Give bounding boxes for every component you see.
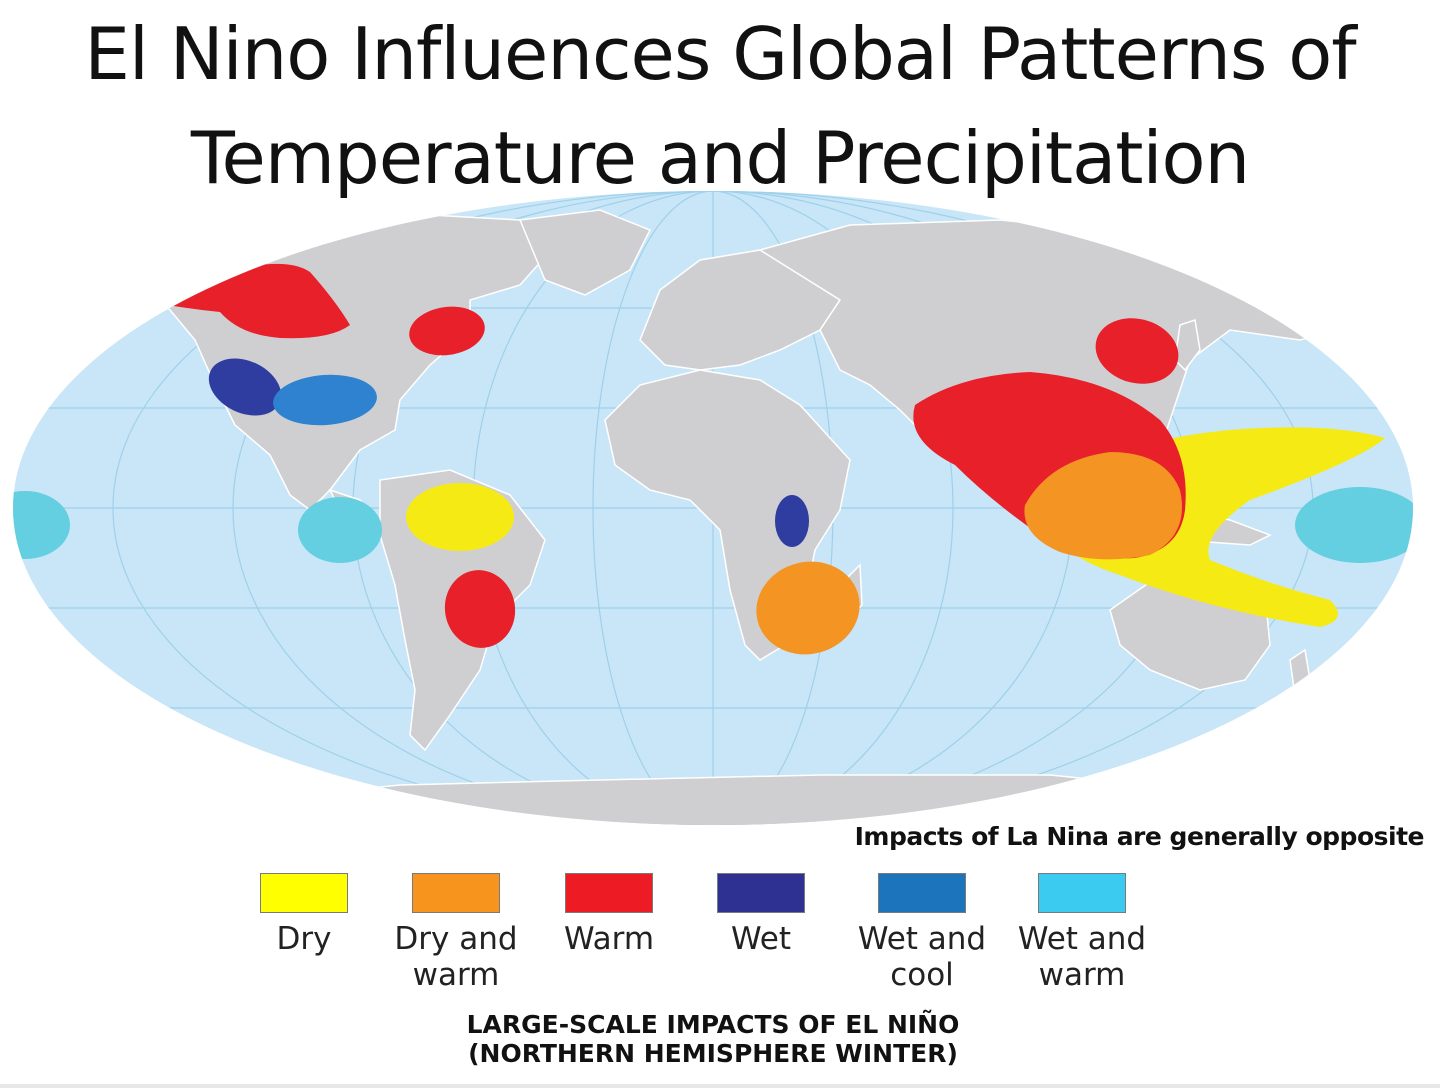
region-central-pacific-east bbox=[1295, 487, 1413, 563]
la-nina-note: Impacts of La Nina are generally opposit… bbox=[854, 822, 1425, 851]
region-southeastern-south-america bbox=[444, 570, 516, 648]
greenland bbox=[518, 209, 652, 296]
region-northeast-north-america bbox=[409, 306, 485, 356]
legend-item-wet: Wet bbox=[686, 873, 836, 957]
legend-label-wet-and-cool: Wet and cool bbox=[857, 921, 987, 993]
caption-line-1: LARGE-SCALE IMPACTS OF EL NIÑO bbox=[466, 1010, 960, 1039]
legend-label-warm: Warm bbox=[563, 921, 655, 957]
legend-item-dry: Dry bbox=[229, 873, 379, 957]
legend-label-wet: Wet bbox=[730, 921, 792, 957]
region-central-pacific-west bbox=[13, 491, 70, 559]
region-western-us bbox=[208, 358, 282, 416]
legend-label-dry: Dry bbox=[276, 921, 332, 957]
legend-item-dry-and-warm: Dry and warm bbox=[381, 873, 531, 993]
legend-swatch-wet bbox=[717, 873, 805, 913]
region-japan-korea bbox=[1095, 318, 1179, 384]
region-indonesia bbox=[1024, 452, 1182, 560]
region-southeast-africa bbox=[756, 561, 860, 655]
region-east-africa bbox=[775, 495, 809, 547]
legend-item-warm: Warm bbox=[534, 873, 684, 957]
legend-swatch-wet-and-cool bbox=[878, 873, 966, 913]
map-caption: LARGE-SCALE IMPACTS OF EL NIÑO (NORTHERN… bbox=[0, 1010, 1433, 1068]
legend-swatch-warm bbox=[565, 873, 653, 913]
legend-swatch-dry-and-warm bbox=[412, 873, 500, 913]
legend-swatch-dry bbox=[260, 873, 348, 913]
caption-line-2: (NORTHERN HEMISPHERE WINTER) bbox=[468, 1039, 958, 1068]
legend-item-wet-and-cool: Wet and cool bbox=[847, 873, 997, 993]
legend-label-wet-and-warm: Wet and warm bbox=[1017, 921, 1147, 993]
legend-item-wet-and-warm: Wet and warm bbox=[1007, 873, 1157, 993]
slide-bottom-border bbox=[0, 1084, 1440, 1088]
world-map bbox=[0, 190, 1440, 850]
impact-regions bbox=[13, 263, 1413, 655]
legend: Dry Dry and warm Warm Wet Wet and cool W… bbox=[0, 873, 1440, 1003]
legend-swatch-wet-and-warm bbox=[1038, 873, 1126, 913]
legend-label-dry-and-warm: Dry and warm bbox=[394, 921, 518, 993]
title-line-1: El Nino Influences Global Patterns of bbox=[84, 12, 1356, 96]
title-line-2: Temperature and Precipitation bbox=[190, 116, 1250, 200]
slide-title: El Nino Influences Global Patterns of Te… bbox=[0, 2, 1440, 210]
region-northern-south-america bbox=[406, 483, 514, 551]
region-southern-us bbox=[273, 374, 377, 426]
region-pacific-coast-central-america bbox=[298, 497, 382, 563]
world-map-svg bbox=[13, 191, 1413, 825]
